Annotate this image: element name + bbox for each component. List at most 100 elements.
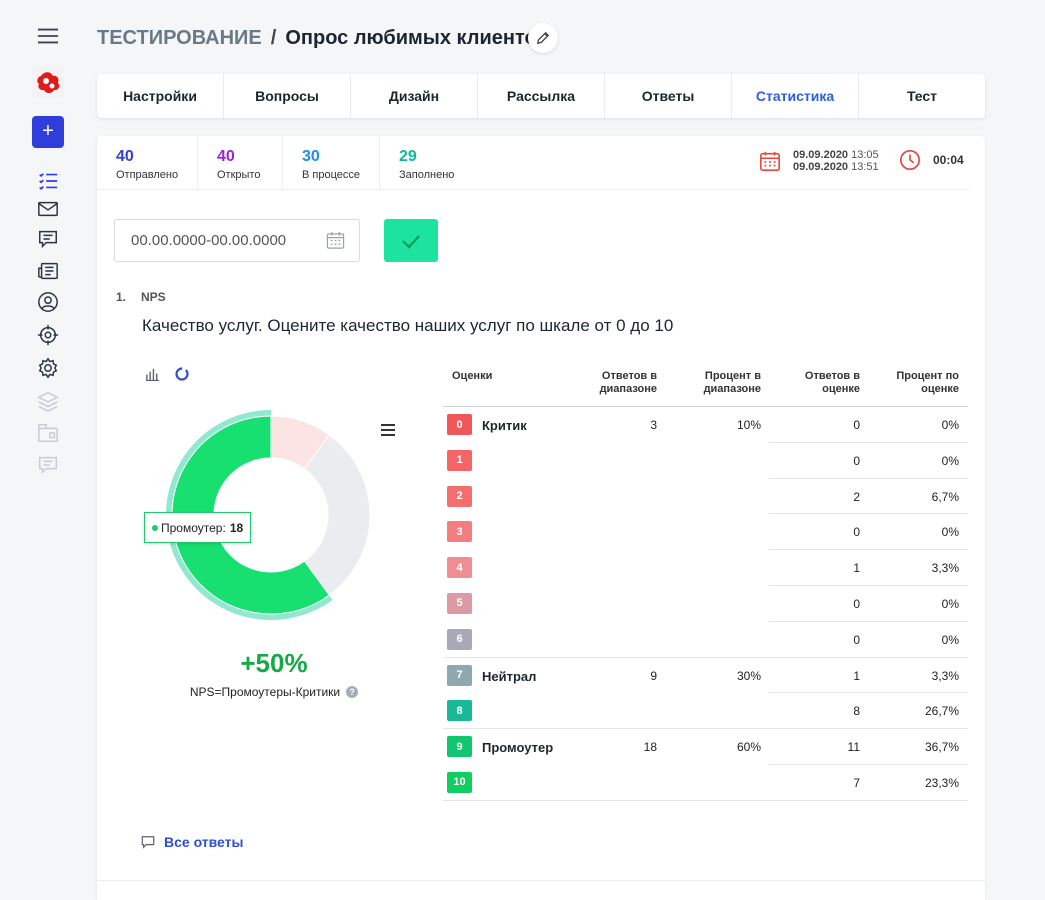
- row-divider: [443, 656, 968, 658]
- menu-icon[interactable]: [36, 24, 60, 48]
- score-badge: 7: [447, 664, 472, 686]
- target-icon[interactable]: [36, 323, 60, 347]
- tab-mailing[interactable]: Рассылка: [478, 74, 605, 118]
- row-divider: [769, 549, 968, 551]
- header-score: Оценки: [452, 370, 493, 382]
- score-count-cell: 0: [853, 596, 860, 611]
- category-label: Промоутер: [482, 740, 554, 756]
- row-divider: [769, 513, 968, 515]
- help-icon[interactable]: ?: [346, 686, 359, 698]
- score-count-cell: 0: [853, 418, 860, 432]
- score-badge: 1: [447, 449, 472, 471]
- score-pct-cell: 26,7%: [924, 704, 959, 719]
- score-count-cell: 7: [853, 775, 860, 790]
- add-button[interactable]: +: [32, 116, 64, 148]
- hamburger-icon: [381, 424, 395, 436]
- score-badge: 5: [447, 592, 472, 614]
- score-pct-cell: 0%: [941, 418, 959, 432]
- user-icon[interactable]: [36, 290, 60, 314]
- stat-sent: 40 Отправлено: [97, 136, 198, 190]
- stat-opened-label: Открыто: [217, 169, 261, 181]
- edit-title-button[interactable]: [528, 23, 558, 53]
- score-pct-cell: 0%: [941, 632, 959, 647]
- settings-icon[interactable]: [36, 356, 60, 380]
- chart-menu-button[interactable]: [380, 423, 396, 442]
- slice-promoters[interactable]: [171, 415, 330, 615]
- bar-chart-toggle[interactable]: [145, 366, 160, 382]
- date-range-input[interactable]: 00.00.0000-00.00.0000: [114, 219, 360, 262]
- slice-neutrals[interactable]: [303, 434, 371, 596]
- table-row: 10 7 23,3%: [443, 765, 968, 801]
- tab-questions[interactable]: Вопросы: [224, 74, 351, 118]
- row-divider: [443, 799, 968, 801]
- statistics-panel: 40 Отправлено 40 Открыто 30 В процессе 2…: [97, 136, 985, 900]
- apply-filter-button[interactable]: [384, 219, 438, 262]
- header-range-count-line2: диапазоне: [599, 383, 657, 395]
- table-row: 5 0 0%: [443, 586, 968, 622]
- stat-sent-value: 40: [116, 148, 134, 165]
- breadcrumb-root[interactable]: ТЕСТИРОВАНИЕ: [97, 26, 262, 49]
- scores-table: Оценки Ответов в диапазоне Процент в диа…: [443, 362, 968, 801]
- start-date: 09.09.2020: [793, 149, 849, 161]
- tab-design[interactable]: Дизайн: [351, 74, 478, 118]
- surveys-list-icon[interactable]: [36, 169, 60, 193]
- stat-sent-label: Отправлено: [116, 169, 179, 181]
- table-row: 2 2 6,7%: [443, 479, 968, 515]
- all-answers-link[interactable]: Все ответы: [141, 834, 243, 850]
- stat-completed-value: 29: [399, 148, 417, 165]
- duration-info: 00:04: [899, 149, 964, 171]
- row-divider: [769, 441, 968, 443]
- header-range-count-line1: Ответов в: [601, 370, 657, 382]
- score-badge: 4: [447, 557, 472, 579]
- range-count-cell: 18: [643, 740, 657, 755]
- comments-icon[interactable]: [36, 227, 60, 251]
- start-time: 13:05: [851, 149, 879, 161]
- score-pct-cell: 0%: [941, 525, 959, 540]
- nps-score: +50%: [240, 648, 308, 678]
- score-pct-cell: 3,3%: [931, 668, 959, 683]
- tab-test[interactable]: Тест: [906, 88, 938, 104]
- end-time: 13:51: [851, 161, 879, 173]
- sidebar: +: [0, 0, 96, 900]
- stat-opened: 40 Открыто: [198, 136, 283, 190]
- header-score-count: Ответов в оценке: [805, 370, 860, 396]
- nps-donut-chart[interactable]: [161, 405, 381, 625]
- tab-bar: Настройки Вопросы Дизайн Рассылка Ответы…: [97, 74, 985, 118]
- question-type: NPS: [141, 290, 166, 304]
- range-pct-cell: 10%: [736, 418, 761, 432]
- header-score-count-line2: оценке: [822, 383, 860, 395]
- tab-answers[interactable]: Ответы: [605, 74, 732, 118]
- nps-formula: NPS=Промоутеры-Критики ?: [97, 685, 451, 699]
- news-icon[interactable]: [36, 259, 60, 283]
- comment-icon: [141, 836, 155, 849]
- range-count-cell: 3: [650, 418, 657, 432]
- tab-statistics[interactable]: Статистика: [732, 74, 859, 118]
- stats-bar: 40 Отправлено 40 Открыто 30 В процессе 2…: [97, 136, 969, 190]
- header-score-count-line1: Ответов в: [804, 370, 860, 382]
- header-range-pct: Процент в диапазоне: [704, 370, 761, 396]
- score-badge: 8: [447, 700, 472, 722]
- row-divider: [769, 584, 968, 586]
- header-range-pct-line2: диапазоне: [703, 383, 761, 395]
- logo-icon[interactable]: [32, 66, 64, 98]
- calendar-picker-icon[interactable]: [326, 231, 345, 250]
- table-row: 0 Критик 3 10% 0 0%: [443, 407, 968, 443]
- layers-icon: [36, 389, 60, 413]
- score-badge: 2: [447, 485, 472, 507]
- tooltip-label: Промоутер:: [161, 520, 226, 535]
- donut-chart-toggle[interactable]: [174, 366, 190, 382]
- score-pct-cell: 0%: [941, 596, 959, 611]
- table-row: 4 1 3,3%: [443, 550, 968, 586]
- row-divider: [443, 728, 968, 730]
- chat-icon: [36, 453, 60, 477]
- tab-settings[interactable]: Настройки: [97, 74, 224, 118]
- score-badge: 6: [447, 628, 472, 650]
- score-count-cell: 0: [853, 453, 860, 468]
- panel-divider: [97, 880, 985, 881]
- clock-icon: [900, 150, 920, 170]
- mail-icon[interactable]: [36, 197, 60, 221]
- chart-type-switcher: [145, 366, 204, 382]
- bar-chart-icon: [145, 368, 160, 381]
- page-title: ТЕСТИРОВАНИЕ / Опрос любимых клиентов: [97, 26, 549, 50]
- score-pct-cell: 3,3%: [931, 561, 959, 576]
